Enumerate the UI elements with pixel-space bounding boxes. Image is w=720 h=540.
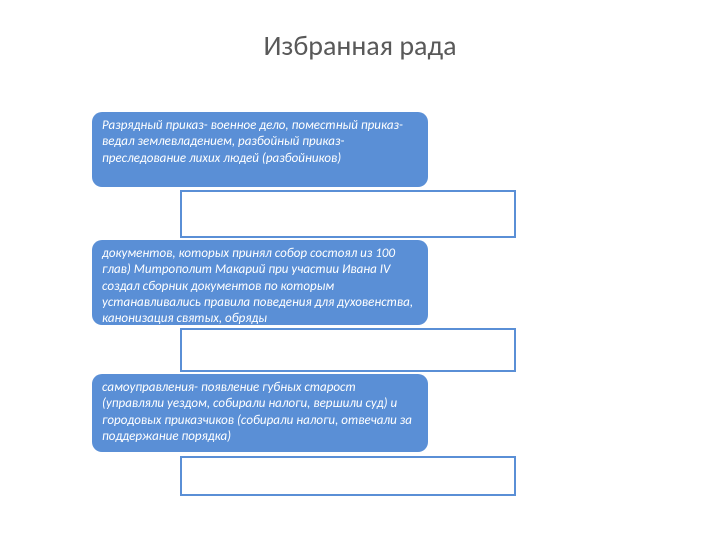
box-blue-3: самоуправления- появление губных старост… [92,374,428,452]
box-white-1: 1550- единый для всей страны Судебник (р… [180,190,516,238]
box-blue-2-text: документов, которых принял собор состоял… [92,240,428,325]
page-title: Избранная рада [0,28,720,63]
box-blue-2: документов, которых принял собор состоял… [92,240,428,325]
box-blue-1-text: Разрядный приказ- военное дело, поместны… [92,112,428,173]
box-white-3-text: 1556- Уложение о службе [182,458,514,486]
box-white-1-text: 1550- единый для всей страны Судебник (р… [182,192,514,238]
box-white-3: 1556- Уложение о службе [180,456,516,496]
box-white-2-text: 1556- реформа местного управления [182,330,514,358]
box-blue-3-text: самоуправления- появление губных старост… [92,374,428,451]
box-blue-1: Разрядный приказ- военное дело, поместны… [92,112,428,187]
box-white-2: 1556- реформа местного управления [180,328,516,372]
